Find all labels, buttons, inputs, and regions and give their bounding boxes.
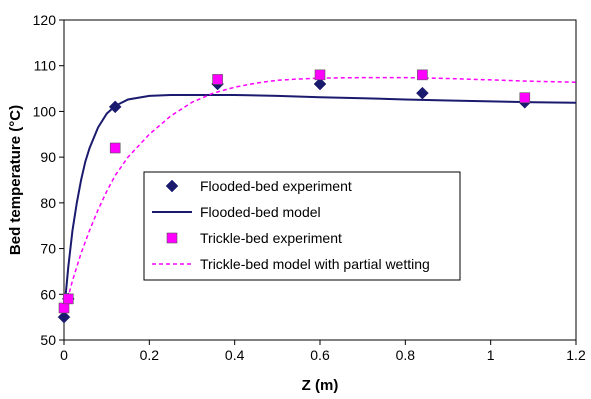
legend-label: Trickle-bed model with partial wetting (200, 256, 430, 272)
y-tick-label: 120 (33, 12, 57, 28)
legend-label: Flooded-bed experiment (200, 178, 352, 194)
x-axis-label: Z (m) (302, 377, 339, 394)
x-tick-label: 0.6 (310, 347, 330, 363)
x-tick-label: 0.2 (140, 347, 160, 363)
trickle-bed-point (417, 69, 428, 81)
trickle-bed-point (109, 142, 121, 154)
y-tick-label: 100 (33, 103, 57, 119)
trickle-bed-point (58, 302, 70, 314)
series-layer (57, 69, 577, 324)
flooded-bed-point (313, 77, 327, 91)
x-axis: 0 0.2 0.4 0.6 0.8 1 1.2 (60, 340, 586, 363)
x-tick-label: 1 (487, 347, 495, 363)
flooded-bed-point (416, 86, 429, 100)
y-tick-label: 110 (34, 58, 57, 74)
y-axis: 50 60 70 80 90 100 110 120 (33, 12, 64, 348)
y-tick-label: 50 (40, 332, 56, 348)
series-line (63, 94, 577, 313)
legend-label: Flooded-bed model (200, 204, 321, 220)
trickle-bed-point (62, 293, 74, 305)
legend-marker (166, 232, 178, 244)
flooded-bed-point (57, 310, 71, 324)
legend: Flooded-bed experiment Flooded-bed model T… (143, 171, 461, 281)
y-tick-label: 60 (40, 286, 56, 302)
legend-box (143, 171, 461, 281)
y-tick-label: 90 (40, 149, 56, 165)
flooded-bed-point (108, 100, 122, 114)
y-axis-label: Bed temperature (°C) (7, 105, 24, 255)
x-tick-label: 0.8 (396, 347, 416, 363)
trickle-bed-point (314, 69, 326, 81)
y-tick-label: 70 (40, 241, 56, 257)
x-tick-label: 0.4 (225, 347, 245, 363)
trickle-bed-point (519, 92, 531, 104)
trickle-bed-point (212, 74, 223, 85)
legend-label: Trickle-bed experiment (200, 230, 342, 246)
x-tick-label: 0 (60, 347, 68, 363)
legend-marker (165, 179, 179, 193)
x-tick-label: 1.2 (566, 347, 586, 363)
y-tick-label: 80 (40, 195, 56, 211)
